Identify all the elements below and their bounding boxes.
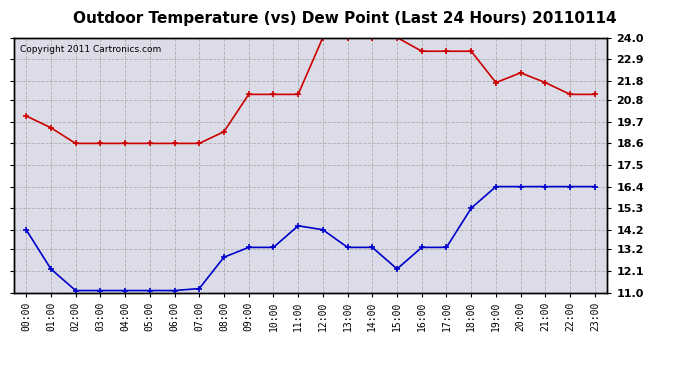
Text: Copyright 2011 Cartronics.com: Copyright 2011 Cartronics.com [20,45,161,54]
Text: Outdoor Temperature (vs) Dew Point (Last 24 Hours) 20110114: Outdoor Temperature (vs) Dew Point (Last… [73,11,617,26]
